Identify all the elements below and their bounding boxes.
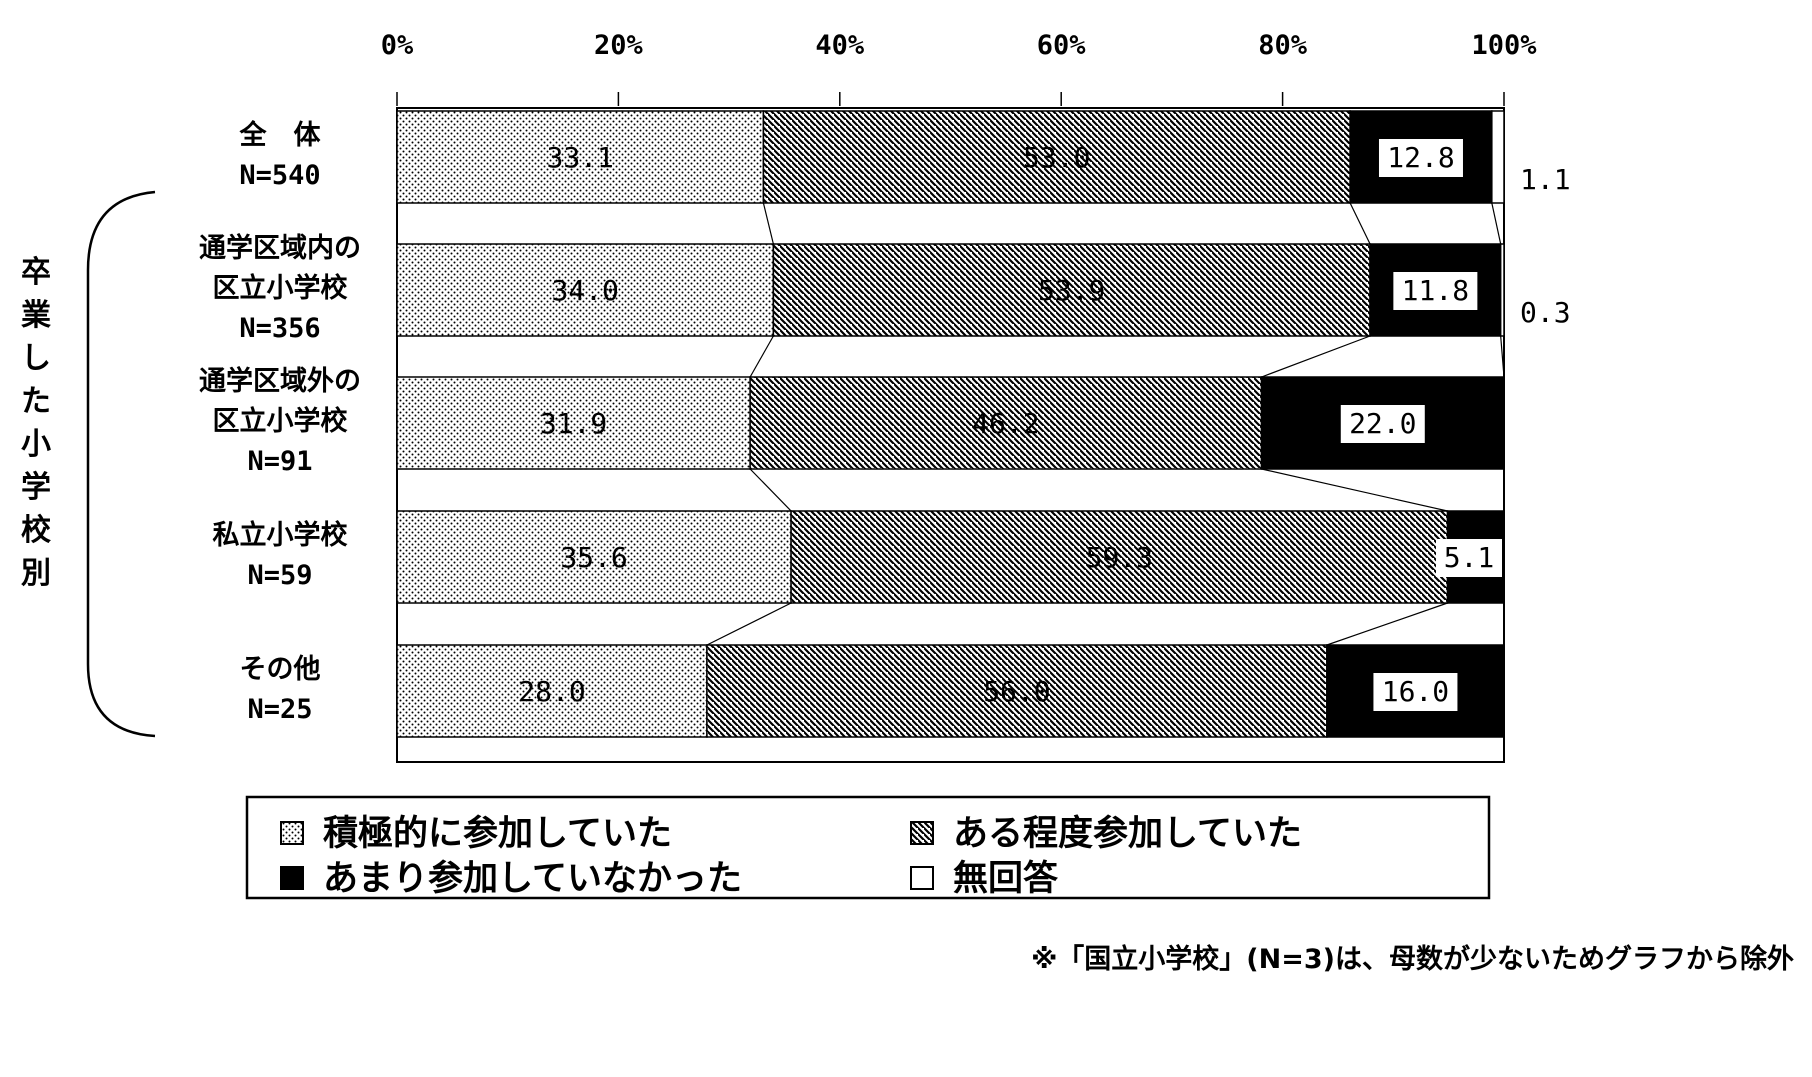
connector-line	[749, 468, 792, 512]
data-label: 53.0	[1023, 141, 1090, 174]
legend-swatch	[910, 866, 934, 890]
x-tick-label: 0%	[381, 30, 414, 61]
outside-data-label: 0.3	[1520, 296, 1571, 329]
group-label-char: 小	[21, 427, 51, 462]
category-label: N=59	[247, 560, 312, 591]
connector-line	[1261, 335, 1371, 378]
data-label: 56.0	[983, 675, 1050, 708]
bar-segment	[706, 644, 1328, 738]
legend-swatch	[910, 821, 934, 845]
data-label: 35.6	[560, 541, 627, 574]
data-label: 22.0	[1349, 407, 1416, 440]
group-label-char: 卒	[21, 255, 51, 290]
category-label: N=25	[247, 694, 312, 725]
footnote: ※「国立小学校」(N=3)は、母数が少ないためグラフから除外	[1031, 943, 1794, 975]
legend-label: ある程度参加していた	[953, 814, 1302, 854]
x-tick-label: 60%	[1037, 30, 1087, 61]
connector-line	[1261, 468, 1448, 512]
bar-segment	[396, 243, 775, 337]
bar-segment	[762, 110, 1351, 204]
data-label-bg	[1340, 405, 1425, 443]
category-label: 通学区域外の	[199, 365, 361, 397]
data-label: 46.2	[972, 407, 1039, 440]
data-label: 16.0	[1382, 675, 1449, 708]
legend-label: 無回答	[953, 859, 1059, 899]
group-label-char: 業	[21, 298, 51, 333]
bar-segment	[396, 376, 751, 470]
data-label-bg	[1436, 539, 1502, 577]
category-label: 私立小学校	[213, 519, 348, 551]
data-label: 53.9	[1038, 274, 1105, 307]
connector-line	[1491, 202, 1502, 245]
data-label: 31.9	[540, 407, 607, 440]
bar-segment	[749, 376, 1263, 470]
category-label: その他	[240, 654, 321, 685]
data-label: 59.3	[1086, 541, 1153, 574]
category-label: N=91	[247, 446, 312, 477]
data-label: 5.1	[1444, 541, 1495, 574]
legend-swatch	[280, 866, 304, 890]
data-label: 34.0	[551, 274, 618, 307]
outside-data-label: 1.1	[1520, 163, 1571, 196]
category-label: 全 体	[239, 119, 322, 151]
bar-segment	[772, 243, 1371, 337]
connector-line	[762, 202, 774, 245]
connector-line	[1500, 335, 1505, 378]
group-label-char: 校	[21, 513, 51, 548]
group-bracket	[86, 190, 156, 738]
connector-line	[706, 602, 792, 646]
x-tick-label: 20%	[594, 30, 644, 61]
category-label: N=356	[239, 313, 320, 344]
category-label: 区立小学校	[213, 272, 348, 304]
category-label: 通学区域内の	[199, 232, 361, 264]
group-label-char: し	[21, 341, 51, 376]
legend-swatch	[280, 821, 304, 845]
x-tick-label: 40%	[815, 30, 865, 61]
legend-label: あまり参加していなかった	[323, 859, 742, 899]
data-label-bg	[1373, 673, 1458, 711]
connector-line	[1349, 202, 1371, 245]
bar-segment	[1491, 110, 1505, 204]
bar-segment	[790, 510, 1449, 604]
data-label: 11.8	[1402, 274, 1469, 307]
group-label-char: た	[21, 384, 51, 419]
legend	[245, 795, 1491, 900]
group-label-char: 学	[21, 470, 51, 505]
data-label-bg	[1378, 139, 1463, 177]
data-label: 28.0	[518, 675, 585, 708]
category-label: N=540	[239, 160, 320, 191]
data-label: 12.8	[1387, 141, 1454, 174]
group-label-char: 別	[21, 556, 51, 591]
connector-line	[1326, 602, 1448, 646]
bar-segment	[396, 510, 792, 604]
category-label: 区立小学校	[213, 405, 348, 437]
x-tick-label: 80%	[1258, 30, 1308, 61]
connector-line	[749, 335, 774, 378]
legend-label: 積極的に参加していた	[323, 814, 672, 854]
data-label: 33.1	[546, 141, 613, 174]
x-tick-label: 100%	[1471, 30, 1537, 61]
bar-segment	[396, 644, 708, 738]
bar-segment	[1499, 243, 1505, 337]
data-label-bg	[1393, 272, 1478, 310]
